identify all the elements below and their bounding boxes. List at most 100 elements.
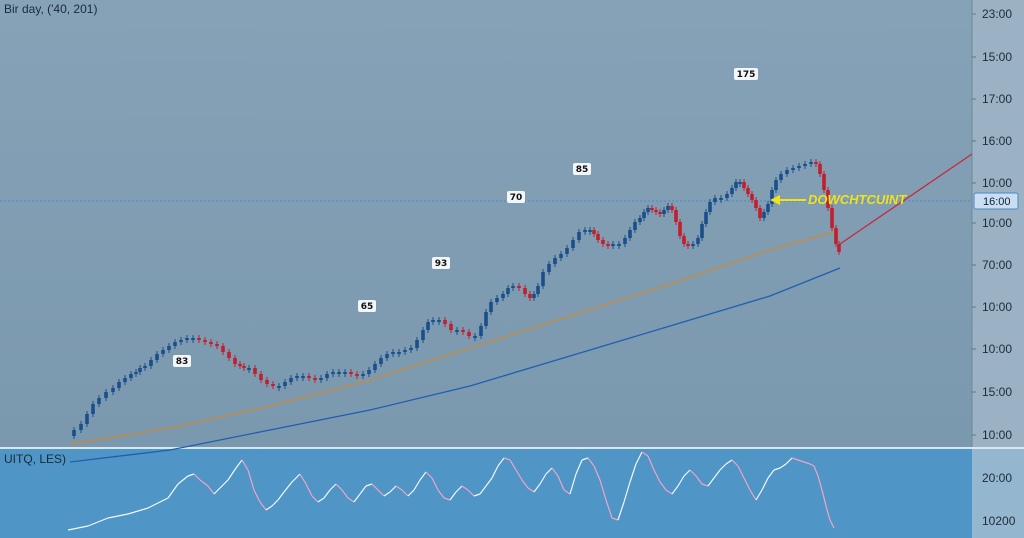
- price-tick-label: 10:00: [982, 300, 1012, 314]
- candle-body: [473, 336, 477, 338]
- candle-body: [501, 294, 505, 298]
- candle-body: [541, 272, 545, 286]
- candle-body: [426, 322, 430, 330]
- oscillator-segment: [259, 501, 267, 511]
- current-price-tag: 16:00: [973, 192, 1019, 210]
- candle-body: [233, 358, 237, 364]
- oscillator-segment: [389, 485, 397, 493]
- oscillator-segment: [635, 451, 643, 465]
- oscillator-segment: [563, 489, 571, 495]
- oscillator-segment: [323, 489, 331, 499]
- candle-body: [532, 294, 536, 298]
- oscillator-segment: [247, 469, 255, 491]
- oscillator-segment: [773, 467, 781, 471]
- oscillator-segment: [479, 485, 487, 495]
- candle-body: [686, 244, 690, 246]
- callout-arrow-head: [770, 195, 780, 205]
- oscillator-segment: [317, 497, 325, 503]
- candle-body: [173, 342, 177, 346]
- candle-body: [391, 352, 395, 354]
- peak-label-box: [734, 68, 758, 80]
- oscillator-segment: [749, 489, 757, 501]
- oscillator-segment: [779, 463, 787, 469]
- oscillator-segment: [641, 451, 649, 457]
- oscillator-segment: [503, 457, 511, 461]
- oscillator-tick-label: 20:00: [982, 471, 1012, 485]
- oscillator-segment: [587, 457, 595, 467]
- candle-body: [547, 264, 551, 272]
- peak-label-box: [432, 257, 450, 269]
- price-tick-label: 70:00: [982, 258, 1012, 272]
- peak-label-box: [173, 355, 191, 367]
- price-tick-label: 10:00: [982, 176, 1012, 190]
- oscillator-segment: [497, 457, 505, 467]
- oscillator-segment: [199, 479, 209, 487]
- candle-body: [191, 338, 195, 340]
- candle-body: [97, 398, 101, 404]
- candle-body: [506, 288, 510, 294]
- candle-body: [779, 174, 783, 180]
- candle-body: [809, 162, 813, 164]
- oscillator-segment: [253, 489, 261, 503]
- candle-body: [750, 194, 754, 200]
- oscillator-segment: [701, 483, 709, 487]
- oscillator-segment: [713, 469, 721, 479]
- oscillator-label: UITQ, LES): [4, 452, 66, 466]
- candle-body: [295, 376, 299, 378]
- oscillator-segment: [575, 459, 583, 475]
- candle-body: [138, 368, 142, 372]
- candle-body: [553, 258, 557, 264]
- candle-body: [708, 202, 712, 212]
- oscillator-segment: [767, 469, 775, 479]
- peak-label: 93: [435, 259, 448, 269]
- oscillator-segment: [127, 507, 149, 515]
- candle-body: [111, 388, 115, 392]
- candle-body: [149, 360, 153, 366]
- oscillator-segment: [359, 485, 367, 495]
- candle-body: [662, 210, 666, 214]
- candle-body: [437, 320, 441, 322]
- candle-body: [674, 210, 678, 222]
- candle-body: [104, 392, 108, 398]
- ma-fast-line: [69, 229, 841, 445]
- candle-body: [134, 372, 138, 374]
- candle-body: [523, 288, 527, 294]
- candle-body: [167, 346, 171, 350]
- candle-body: [337, 372, 341, 374]
- candle-body: [123, 378, 127, 382]
- candle-body: [650, 208, 654, 210]
- candle-body: [449, 324, 453, 330]
- candle-body: [443, 320, 447, 324]
- candlestick-series: [72, 159, 841, 439]
- candle-body: [259, 374, 263, 380]
- candle-body: [583, 230, 587, 232]
- candle-body: [143, 366, 147, 368]
- candle-body: [559, 254, 563, 258]
- oscillator-segment: [671, 485, 679, 495]
- candle-body: [355, 374, 359, 376]
- oscillator-segment: [611, 517, 619, 521]
- candle-body: [242, 366, 246, 368]
- oscillator-segment: [291, 473, 301, 483]
- candle-body: [834, 228, 838, 244]
- oscillator-segment: [147, 497, 169, 509]
- oscillator-segment: [817, 475, 823, 491]
- oscillator-tick-label: 10200: [982, 514, 1016, 528]
- oscillator-segment: [167, 483, 179, 499]
- candle-body: [379, 358, 383, 364]
- candle-body: [704, 212, 708, 224]
- oscillator-segment: [813, 465, 819, 477]
- oscillator-segment: [755, 489, 763, 501]
- candle-body: [479, 326, 483, 336]
- oscillator-segment: [219, 479, 229, 489]
- oscillator-segment: [347, 497, 355, 503]
- candle-body: [367, 370, 371, 374]
- oscillator-segment: [461, 485, 469, 491]
- price-tick-label: 16:00: [982, 134, 1012, 148]
- candle-body: [565, 248, 569, 254]
- candle-body: [283, 382, 287, 386]
- oscillator-segment: [455, 485, 463, 493]
- oscillator-segment: [599, 479, 607, 501]
- candle-body: [642, 212, 646, 218]
